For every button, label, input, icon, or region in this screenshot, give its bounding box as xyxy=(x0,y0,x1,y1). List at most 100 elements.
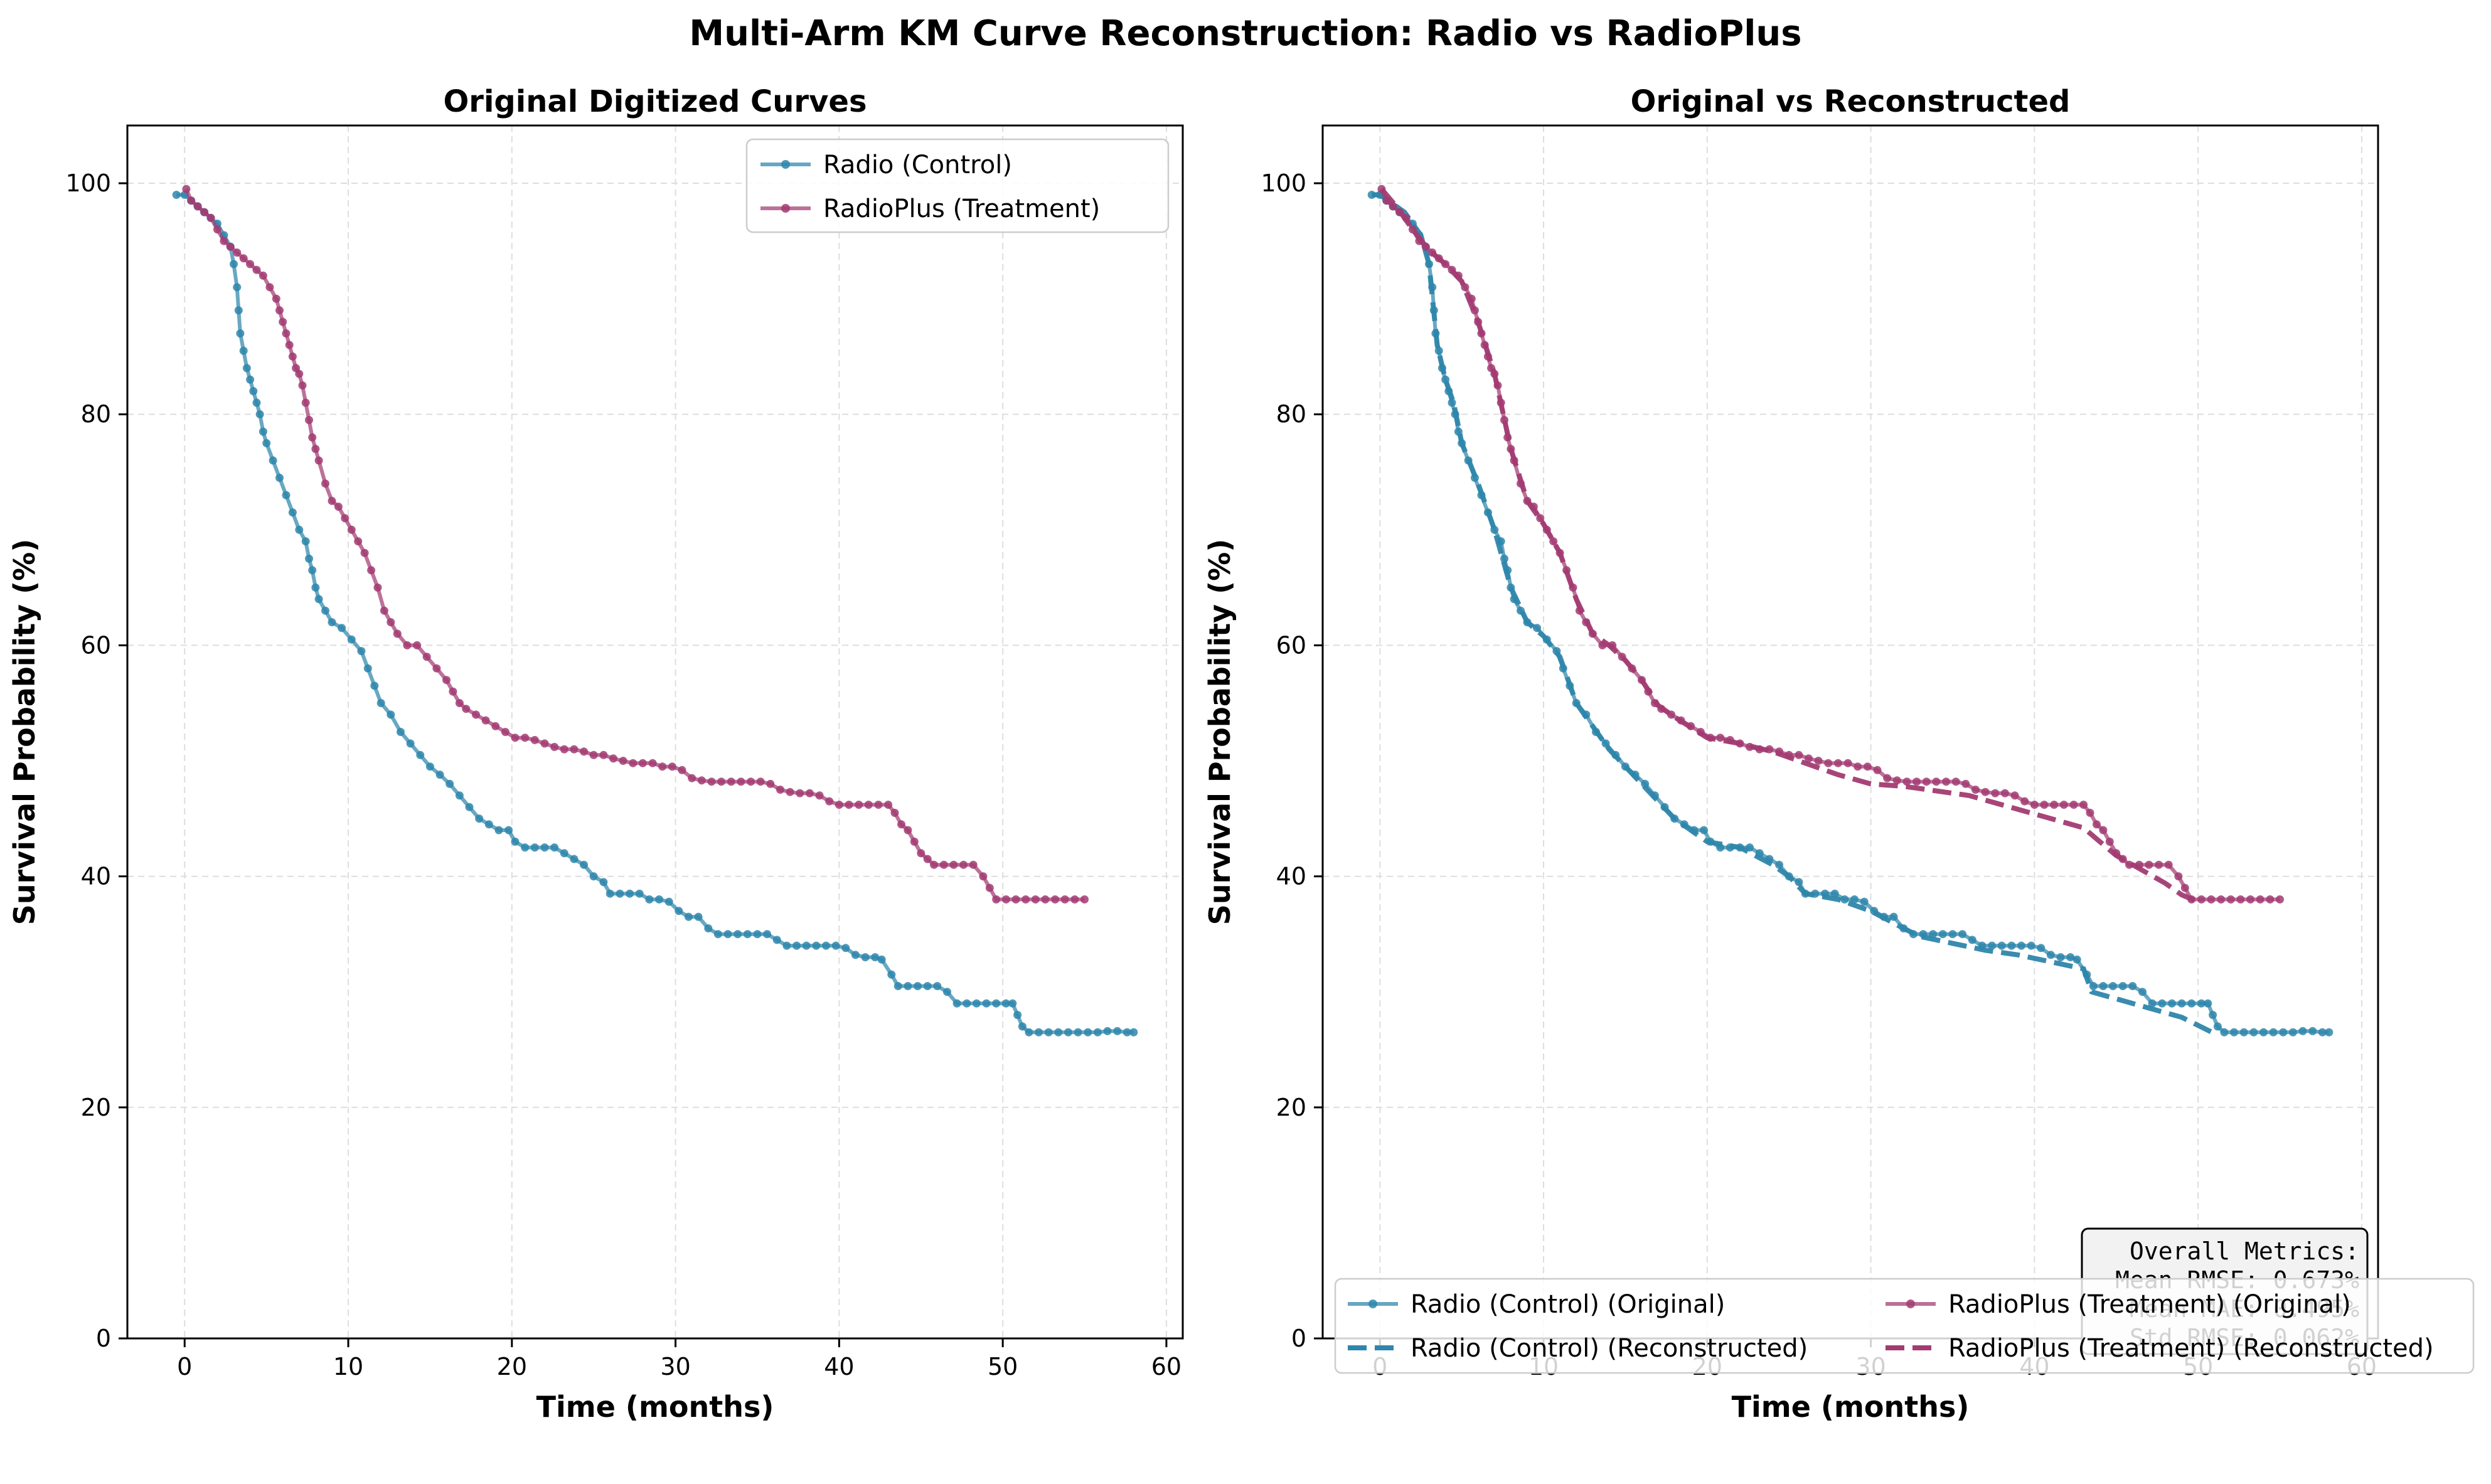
data-point xyxy=(782,941,791,950)
data-point xyxy=(1883,774,1892,782)
data-point xyxy=(992,895,1001,904)
data-point xyxy=(387,710,395,719)
data-point xyxy=(930,860,939,869)
data-point xyxy=(305,415,313,424)
x-tick-label: 10 xyxy=(333,1353,363,1380)
data-point xyxy=(354,537,363,546)
data-point xyxy=(367,566,376,575)
data-point xyxy=(589,872,598,881)
x-axis-label: Time (months) xyxy=(1732,1390,1970,1424)
data-point xyxy=(239,254,248,263)
data-point xyxy=(494,826,503,835)
data-point xyxy=(982,999,991,1008)
data-point xyxy=(511,734,520,742)
data-point xyxy=(2105,837,2114,846)
data-point xyxy=(397,728,405,736)
data-point xyxy=(2093,820,2101,829)
data-point xyxy=(1873,766,1882,774)
data-point xyxy=(2249,1028,2258,1037)
data-point xyxy=(2046,951,2055,959)
data-point xyxy=(871,953,880,961)
data-point xyxy=(675,907,683,915)
data-point xyxy=(2226,895,2235,904)
data-point xyxy=(1922,777,1931,786)
data-point xyxy=(963,999,971,1008)
data-point xyxy=(805,789,814,798)
data-point xyxy=(796,789,804,798)
y-tick-label: 40 xyxy=(81,863,111,890)
data-point xyxy=(442,676,451,685)
data-point xyxy=(2027,941,2035,950)
data-point xyxy=(1060,895,1069,904)
data-point xyxy=(737,777,745,786)
data-point xyxy=(1892,776,1901,785)
data-point xyxy=(2000,789,2009,798)
data-point xyxy=(265,283,274,292)
data-point xyxy=(1031,895,1040,904)
data-point xyxy=(1008,999,1017,1008)
legend-label: Radio (Control) xyxy=(823,151,1012,179)
data-point xyxy=(2167,999,2176,1008)
data-point xyxy=(2266,895,2275,904)
data-point xyxy=(1860,897,1869,906)
data-point xyxy=(373,583,382,592)
data-point xyxy=(1018,1022,1027,1031)
data-point xyxy=(933,982,942,990)
data-point xyxy=(2138,988,2147,996)
legend-entry-radio-control-reconstructed: Radio (Control) (Reconstructed) xyxy=(1348,1334,1808,1363)
data-point xyxy=(599,878,608,887)
data-point xyxy=(200,208,209,216)
data-point xyxy=(1850,895,1859,904)
data-point xyxy=(723,930,732,939)
legend-label: Radio (Control) (Reconstructed) xyxy=(1411,1334,1808,1363)
legend-entry-radio-control-original: Radio (Control) (Original) xyxy=(1348,1290,1725,1319)
data-point xyxy=(893,982,902,990)
data-point xyxy=(756,777,765,786)
data-point xyxy=(685,912,693,921)
data-point xyxy=(589,750,598,759)
data-point xyxy=(472,710,480,719)
data-point xyxy=(252,265,261,274)
data-point xyxy=(580,747,589,756)
data-point xyxy=(1795,878,1803,887)
data-point xyxy=(2010,791,2019,800)
data-point xyxy=(1805,754,1813,763)
data-point xyxy=(206,213,215,222)
data-point xyxy=(311,583,320,592)
data-point xyxy=(1113,1027,1122,1035)
data-point xyxy=(580,860,589,869)
data-point xyxy=(1080,895,1089,904)
data-point xyxy=(311,445,320,453)
data-point xyxy=(985,883,994,892)
data-point xyxy=(2217,895,2226,904)
data-point xyxy=(1103,1027,1112,1035)
data-point xyxy=(904,982,912,990)
data-point xyxy=(841,944,850,953)
data-point xyxy=(246,375,255,384)
data-point xyxy=(1093,1028,1102,1037)
data-point xyxy=(668,762,676,771)
data-point xyxy=(1448,398,1456,407)
legend-marker xyxy=(1368,1300,1377,1308)
data-point xyxy=(2007,941,2016,950)
data-point xyxy=(658,762,667,771)
y-tick-label: 60 xyxy=(81,631,111,659)
data-point xyxy=(275,474,284,482)
panel-title: Original Digitized Curves xyxy=(443,84,867,119)
data-point xyxy=(792,941,801,950)
y-tick-label: 80 xyxy=(81,400,111,428)
data-point xyxy=(334,503,343,511)
data-point xyxy=(282,491,291,499)
data-point xyxy=(2040,801,2049,809)
data-point xyxy=(530,843,539,852)
data-point xyxy=(295,525,304,534)
data-point xyxy=(822,941,830,950)
data-point xyxy=(629,759,637,767)
data-point xyxy=(678,766,686,774)
data-point xyxy=(992,999,1001,1008)
data-point xyxy=(2187,999,2196,1008)
data-point xyxy=(897,820,905,829)
data-point xyxy=(455,791,464,800)
data-point xyxy=(969,860,978,869)
